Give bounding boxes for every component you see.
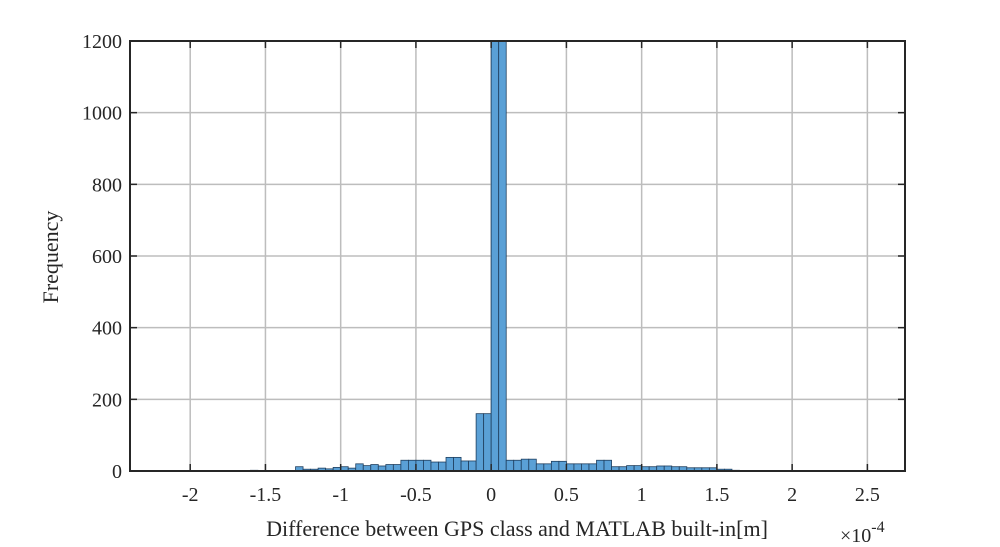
x-tick-label: -0.5: [400, 484, 432, 506]
y-axis-label: Frequency: [38, 211, 63, 304]
y-tick-label: 1200: [82, 31, 122, 53]
axis-ticks: [130, 40, 905, 472]
y-tick-labels: 0 200 400 600 800 1000 1200: [82, 31, 122, 483]
histogram-bar: [453, 456, 462, 472]
histogram-bar: [430, 461, 439, 472]
histogram-bar: [468, 460, 477, 472]
histogram-bar: [520, 458, 530, 472]
x-tick-label: -1: [332, 484, 349, 506]
x-tick-labels: -2 -1.5 -1 -0.5 0 0.5 1 1.5 2 2.5: [182, 484, 880, 506]
histogram-bar: [415, 459, 424, 472]
histogram-bar: [543, 463, 552, 472]
histogram-bar: [490, 40, 500, 472]
histogram-bar: [535, 463, 545, 472]
histogram-bar: [460, 460, 469, 472]
y-tick-label: 600: [92, 246, 122, 268]
plot-frame: [129, 40, 906, 472]
x-tick-label: -2: [182, 484, 199, 506]
histogram-bar: [355, 463, 364, 472]
histogram-bar: [483, 413, 492, 472]
x-tick-label: 0.5: [554, 484, 579, 506]
histogram-bar: [513, 459, 522, 472]
x-tick-label: 2.5: [855, 484, 880, 506]
histogram-bar: [596, 459, 605, 472]
histogram-bar: [445, 456, 454, 472]
x-tick-label: -1.5: [250, 484, 282, 506]
histogram-bar: [438, 461, 447, 472]
histogram-bar: [581, 463, 590, 472]
x-tick-label: 2: [787, 484, 797, 506]
y-tick-label: 800: [92, 174, 122, 196]
histogram-bar: [498, 40, 507, 472]
histogram-bar: [475, 413, 485, 472]
histogram-bar: [550, 460, 560, 472]
histogram-bar: [566, 463, 575, 472]
histogram-bar: [423, 459, 432, 472]
y-tick-label: 400: [92, 318, 122, 340]
histogram-bar: [528, 458, 537, 472]
y-tick-label: 1000: [82, 103, 122, 125]
histogram-bar: [407, 459, 417, 472]
x-tick-label: 1.5: [704, 484, 729, 506]
y-tick-label: 200: [92, 389, 122, 411]
histogram-bar: [588, 463, 597, 472]
x-exponent-label: ×10-4: [840, 519, 885, 547]
histogram-bar: [558, 460, 567, 472]
histogram-bar: [603, 459, 612, 472]
histogram-bar: [505, 459, 515, 472]
x-axis-label: Difference between GPS class and MATLAB …: [266, 516, 768, 541]
x-tick-label: 1: [637, 484, 647, 506]
x-tick-label: 0: [486, 484, 496, 506]
histogram-bar: [400, 459, 409, 472]
histogram-bar: [573, 463, 582, 472]
y-tick-label: 0: [112, 461, 122, 483]
